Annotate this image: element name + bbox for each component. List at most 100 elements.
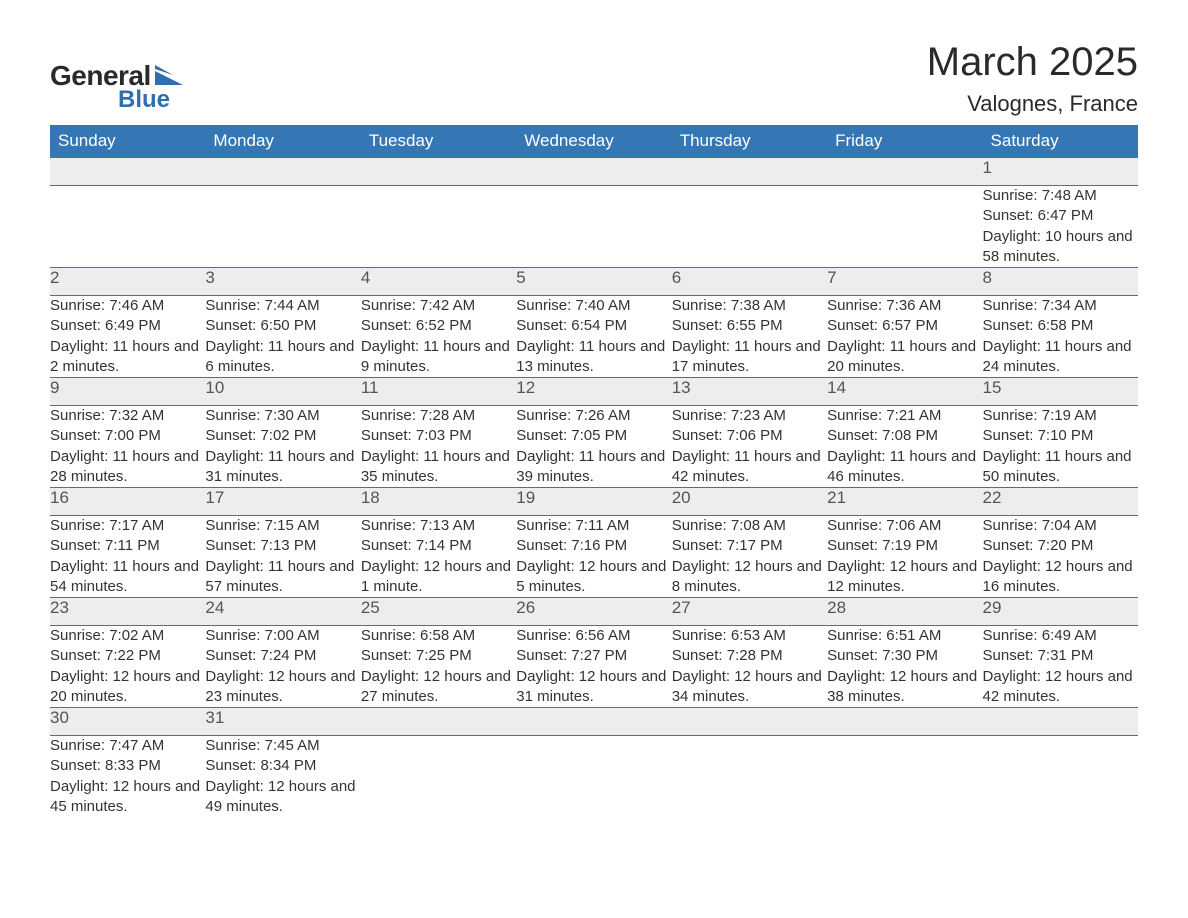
sunrise-text: Sunrise: 7:06 AM	[827, 516, 982, 536]
day-data-cell: Sunrise: 7:19 AMSunset: 7:10 PMDaylight:…	[983, 406, 1138, 488]
sunrise-text: Sunrise: 7:40 AM	[516, 296, 671, 316]
sunrise-text: Sunrise: 6:58 AM	[361, 626, 516, 646]
day-number-cell: 26	[516, 598, 671, 626]
sunset-text: Sunset: 8:34 PM	[205, 756, 360, 776]
day-number-cell: 29	[983, 598, 1138, 626]
day-data-cell: Sunrise: 7:47 AMSunset: 8:33 PMDaylight:…	[50, 736, 205, 818]
day-data-cell: Sunrise: 7:42 AMSunset: 6:52 PMDaylight:…	[361, 296, 516, 378]
day-data-cell	[827, 186, 982, 268]
sunrise-text: Sunrise: 7:23 AM	[672, 406, 827, 426]
sunset-text: Sunset: 7:27 PM	[516, 646, 671, 666]
day-data-cell: Sunrise: 7:28 AMSunset: 7:03 PMDaylight:…	[361, 406, 516, 488]
day-data-cell: Sunrise: 6:49 AMSunset: 7:31 PMDaylight:…	[983, 626, 1138, 708]
sunrise-text: Sunrise: 6:56 AM	[516, 626, 671, 646]
weekday-header: Sunday	[50, 125, 205, 158]
day-number-cell: 22	[983, 488, 1138, 516]
sunrise-text: Sunrise: 7:02 AM	[50, 626, 205, 646]
day-data-cell: Sunrise: 7:21 AMSunset: 7:08 PMDaylight:…	[827, 406, 982, 488]
sunrise-text: Sunrise: 7:48 AM	[983, 186, 1138, 206]
day-number-row: 1	[50, 158, 1138, 186]
day-number-row: 2345678	[50, 268, 1138, 296]
sunrise-text: Sunrise: 7:46 AM	[50, 296, 205, 316]
day-data-cell: Sunrise: 6:58 AMSunset: 7:25 PMDaylight:…	[361, 626, 516, 708]
weekday-header: Tuesday	[361, 125, 516, 158]
sunrise-text: Sunrise: 7:19 AM	[983, 406, 1138, 426]
daylight-text: Daylight: 11 hours and 24 minutes.	[983, 337, 1138, 378]
sunset-text: Sunset: 7:16 PM	[516, 536, 671, 556]
weekday-header: Wednesday	[516, 125, 671, 158]
day-data-cell: Sunrise: 7:32 AMSunset: 7:00 PMDaylight:…	[50, 406, 205, 488]
day-number-cell: 18	[361, 488, 516, 516]
weekday-header: Friday	[827, 125, 982, 158]
day-data-cell: Sunrise: 7:23 AMSunset: 7:06 PMDaylight:…	[672, 406, 827, 488]
sunrise-text: Sunrise: 7:44 AM	[205, 296, 360, 316]
daylight-text: Daylight: 12 hours and 34 minutes.	[672, 667, 827, 708]
day-data-cell: Sunrise: 7:00 AMSunset: 7:24 PMDaylight:…	[205, 626, 360, 708]
day-number-cell: 10	[205, 378, 360, 406]
daylight-text: Daylight: 12 hours and 5 minutes.	[516, 557, 671, 598]
sunset-text: Sunset: 7:30 PM	[827, 646, 982, 666]
sunset-text: Sunset: 7:05 PM	[516, 426, 671, 446]
sunset-text: Sunset: 7:10 PM	[983, 426, 1138, 446]
weekday-header: Thursday	[672, 125, 827, 158]
day-number-cell: 25	[361, 598, 516, 626]
day-data-cell: Sunrise: 7:34 AMSunset: 6:58 PMDaylight:…	[983, 296, 1138, 378]
day-data-row: Sunrise: 7:48 AMSunset: 6:47 PMDaylight:…	[50, 186, 1138, 268]
day-data-cell: Sunrise: 7:38 AMSunset: 6:55 PMDaylight:…	[672, 296, 827, 378]
daylight-text: Daylight: 12 hours and 38 minutes.	[827, 667, 982, 708]
day-data-cell: Sunrise: 7:02 AMSunset: 7:22 PMDaylight:…	[50, 626, 205, 708]
day-number-cell: 14	[827, 378, 982, 406]
sunset-text: Sunset: 7:20 PM	[983, 536, 1138, 556]
daylight-text: Daylight: 10 hours and 58 minutes.	[983, 227, 1138, 268]
sunset-text: Sunset: 7:00 PM	[50, 426, 205, 446]
day-number-cell: 12	[516, 378, 671, 406]
sunrise-text: Sunrise: 7:04 AM	[983, 516, 1138, 536]
sunset-text: Sunset: 7:22 PM	[50, 646, 205, 666]
day-number-cell	[983, 708, 1138, 736]
daylight-text: Daylight: 12 hours and 27 minutes.	[361, 667, 516, 708]
sunrise-text: Sunrise: 7:30 AM	[205, 406, 360, 426]
daylight-text: Daylight: 12 hours and 23 minutes.	[205, 667, 360, 708]
day-data-cell: Sunrise: 7:06 AMSunset: 7:19 PMDaylight:…	[827, 516, 982, 598]
logo-text-blue: Blue	[118, 86, 183, 114]
daylight-text: Daylight: 11 hours and 20 minutes.	[827, 337, 982, 378]
day-number-cell: 19	[516, 488, 671, 516]
day-data-cell	[672, 736, 827, 818]
day-data-cell: Sunrise: 7:30 AMSunset: 7:02 PMDaylight:…	[205, 406, 360, 488]
daylight-text: Daylight: 12 hours and 20 minutes.	[50, 667, 205, 708]
daylight-text: Daylight: 11 hours and 39 minutes.	[516, 447, 671, 488]
location-label: Valognes, France	[927, 91, 1138, 117]
day-data-cell: Sunrise: 7:04 AMSunset: 7:20 PMDaylight:…	[983, 516, 1138, 598]
sunset-text: Sunset: 7:25 PM	[361, 646, 516, 666]
sunset-text: Sunset: 7:19 PM	[827, 536, 982, 556]
day-data-cell	[361, 736, 516, 818]
day-number-cell: 4	[361, 268, 516, 296]
sunrise-text: Sunrise: 7:11 AM	[516, 516, 671, 536]
day-number-cell: 6	[672, 268, 827, 296]
day-number-cell: 31	[205, 708, 360, 736]
day-data-row: Sunrise: 7:02 AMSunset: 7:22 PMDaylight:…	[50, 626, 1138, 708]
day-number-cell: 11	[361, 378, 516, 406]
page-header: General Blue March 2025 Valognes, France	[50, 40, 1138, 117]
sunrise-text: Sunrise: 7:28 AM	[361, 406, 516, 426]
day-number-cell	[516, 708, 671, 736]
day-number-cell: 21	[827, 488, 982, 516]
daylight-text: Daylight: 11 hours and 2 minutes.	[50, 337, 205, 378]
day-data-cell: Sunrise: 7:11 AMSunset: 7:16 PMDaylight:…	[516, 516, 671, 598]
daylight-text: Daylight: 11 hours and 13 minutes.	[516, 337, 671, 378]
sunset-text: Sunset: 6:54 PM	[516, 316, 671, 336]
day-number-cell	[672, 158, 827, 186]
sunset-text: Sunset: 7:31 PM	[983, 646, 1138, 666]
sunrise-text: Sunrise: 7:17 AM	[50, 516, 205, 536]
day-data-cell: Sunrise: 7:13 AMSunset: 7:14 PMDaylight:…	[361, 516, 516, 598]
daylight-text: Daylight: 11 hours and 28 minutes.	[50, 447, 205, 488]
day-data-cell	[983, 736, 1138, 818]
logo: General Blue	[50, 60, 183, 114]
daylight-text: Daylight: 11 hours and 50 minutes.	[983, 447, 1138, 488]
day-data-cell	[672, 186, 827, 268]
sunset-text: Sunset: 6:55 PM	[672, 316, 827, 336]
sunset-text: Sunset: 8:33 PM	[50, 756, 205, 776]
day-number-cell: 5	[516, 268, 671, 296]
day-number-cell: 9	[50, 378, 205, 406]
day-data-cell: Sunrise: 7:36 AMSunset: 6:57 PMDaylight:…	[827, 296, 982, 378]
